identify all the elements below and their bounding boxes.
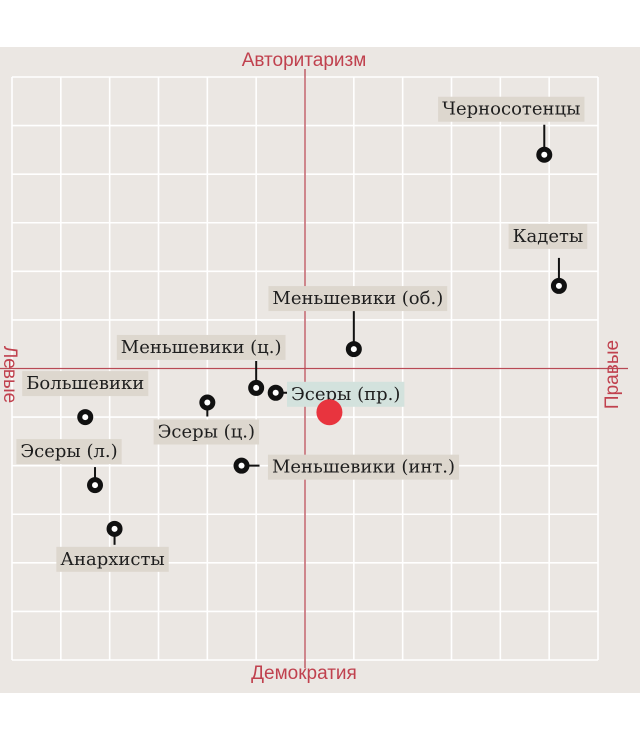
label-background: [438, 96, 585, 122]
chart-svg: Черносотенцы Кадеты Меньшевики (об.) Меньше…: [0, 47, 640, 693]
point-label: Эсеры (ц.): [158, 422, 255, 443]
point-label: Эсеры (пр.): [291, 384, 400, 405]
point-marker-center: [238, 462, 245, 469]
point-marker-center: [204, 399, 211, 406]
chart-background: [0, 47, 640, 693]
point-marker-center: [541, 151, 548, 158]
axes: [0, 69, 628, 668]
point-marker-center: [253, 384, 260, 391]
point-label: Меньшевики (об.): [272, 288, 443, 309]
label-background: [22, 371, 149, 397]
label-background: [287, 381, 405, 407]
political-compass-chart: Черносотенцы Кадеты Меньшевики (об.) Меньше…: [0, 47, 640, 693]
point-marker-center: [555, 282, 562, 289]
axis-title-right: Правые: [602, 340, 623, 409]
label-background: [508, 223, 588, 249]
label-background: [267, 454, 460, 480]
label-background: [56, 546, 169, 572]
point-label: Меньшевики (инт.): [272, 457, 455, 478]
point-label: Кадеты: [513, 226, 584, 247]
label-background: [153, 419, 260, 445]
point-marker-center: [82, 414, 89, 421]
point-label: Эсеры (л.): [20, 441, 117, 462]
label-background: [116, 334, 286, 360]
point-label: Анархисты: [60, 549, 164, 570]
point-marker-center: [92, 482, 99, 489]
axis-title-bottom: Демократия: [251, 663, 357, 684]
point-labels: Черносотенцы Кадеты Меньшевики (об.) Меньше…: [16, 96, 588, 572]
point-label: Большевики: [26, 373, 144, 394]
label-background: [16, 439, 122, 465]
point-label: Черносотенцы: [442, 99, 580, 120]
point-marker-center: [272, 389, 279, 396]
point-marker-center: [350, 346, 357, 353]
axis-title-top: Авторитаризм: [242, 50, 367, 71]
point-markers: [77, 146, 567, 537]
point-marker-center: [111, 525, 118, 532]
reference-point: [316, 399, 343, 426]
points: Черносотенцы Кадеты Меньшевики (об.) Меньше…: [16, 96, 588, 572]
label-background: [268, 286, 448, 312]
axis-title-left: Левые: [0, 346, 20, 403]
point-label: Меньшевики (ц.): [121, 337, 282, 358]
